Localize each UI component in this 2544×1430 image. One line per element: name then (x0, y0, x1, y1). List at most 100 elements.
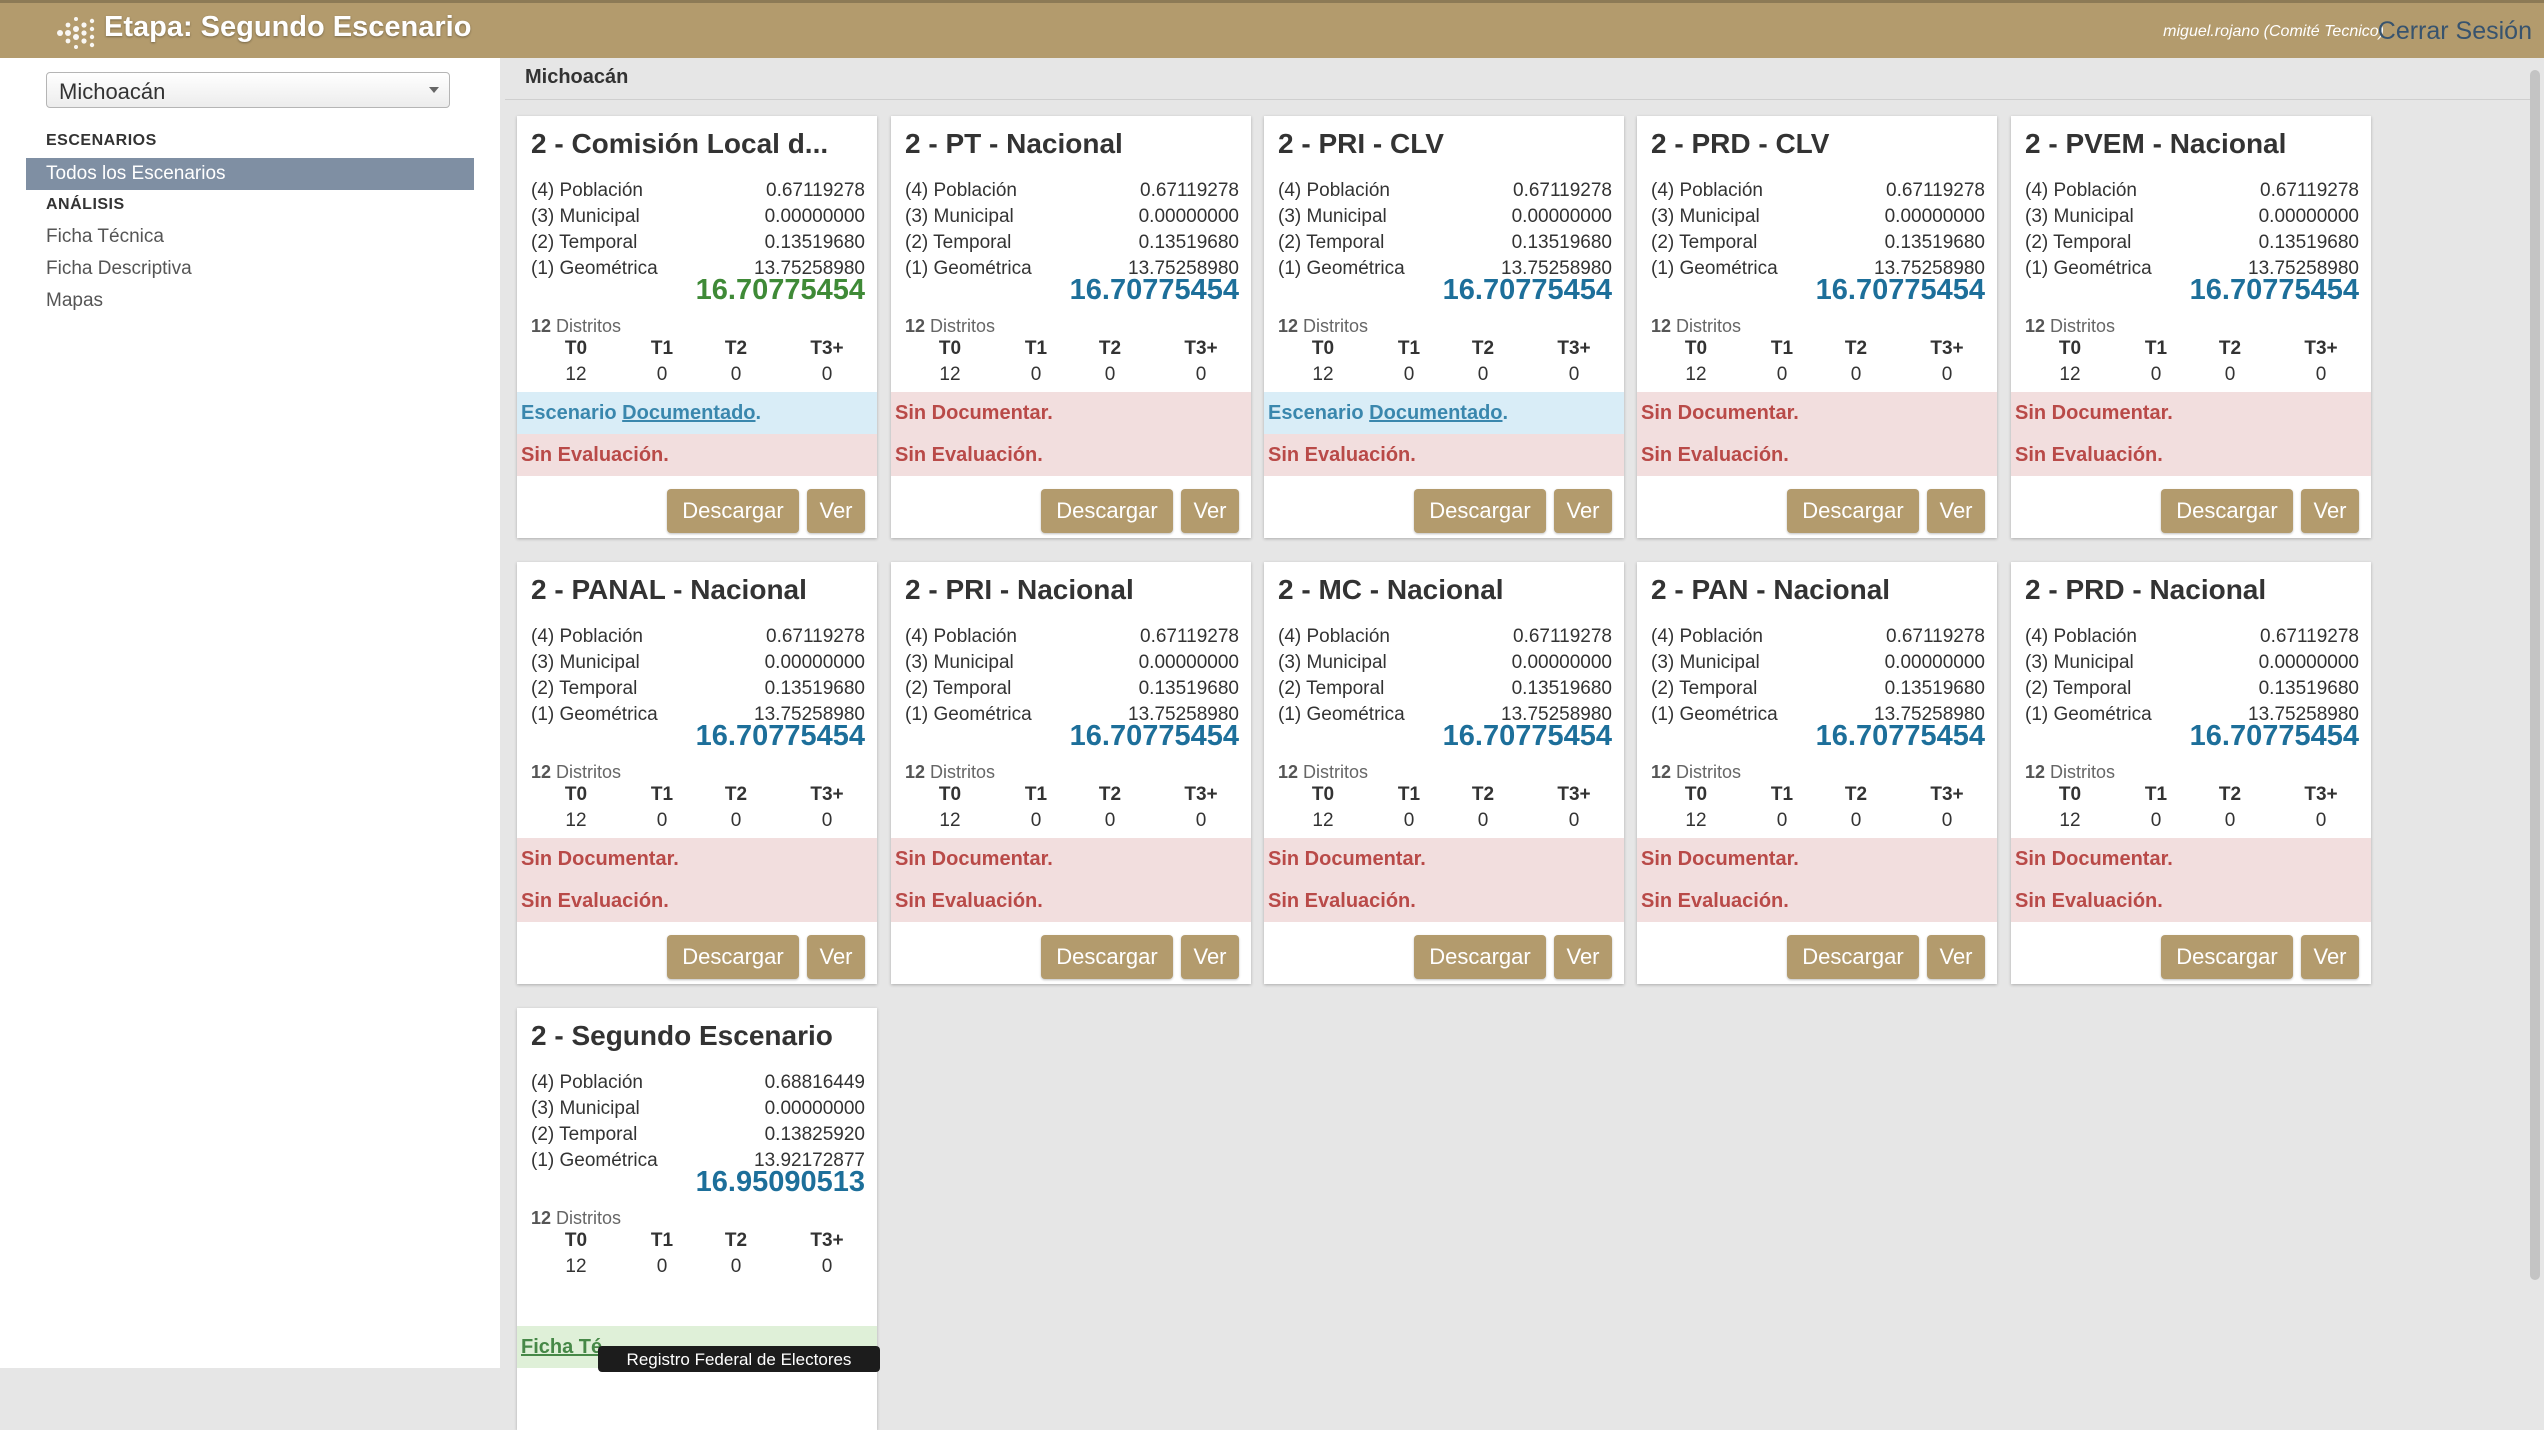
metric-value: 13.75258980 (2248, 258, 2359, 279)
metric-row-geometrica: (1) Geométrica 13.75258980 (2025, 704, 2359, 730)
status-undocumented: Sin Documentar. (1637, 392, 1997, 434)
col-header-t3: T3+ (1184, 338, 1218, 359)
sidebar-item-ficha-descriptiva[interactable]: Ficha Descriptiva (46, 258, 192, 279)
page-title: Michoacán (525, 66, 629, 88)
district-label: Distritos (1676, 762, 1742, 782)
metric-row-municipal: (3) Municipal 0.00000000 (531, 206, 865, 232)
download-button[interactable]: Descargar (1414, 935, 1546, 979)
card-title: 2 - PRD - CLV (1651, 128, 1830, 159)
col-header-t0: T0 (564, 338, 588, 359)
view-button[interactable]: Ver (2301, 935, 2359, 979)
col-value-t0: 12 (565, 364, 587, 385)
download-button[interactable]: Descargar (2161, 489, 2293, 533)
metric-label: (2) Temporal (531, 232, 638, 253)
district-count: 12 Distritos (1278, 762, 1368, 783)
district-count: 12 Distritos (905, 762, 995, 783)
district-number: 12 (1651, 762, 1672, 782)
metric-row-temporal: (2) Temporal 0.13519680 (1278, 232, 1612, 258)
metric-label: (1) Geométrica (2025, 704, 2152, 725)
col-header-t2: T2 (724, 784, 748, 805)
download-button[interactable]: Descargar (1787, 489, 1919, 533)
download-button[interactable]: Descargar (1041, 489, 1173, 533)
col-value-t3: 0 (2315, 364, 2327, 385)
download-button[interactable]: Descargar (1041, 935, 1173, 979)
card-title: 2 - Segundo Escenario (531, 1020, 833, 1051)
metric-value: 0.00000000 (2258, 206, 2359, 227)
card-title: 2 - PRD - Nacional (2025, 574, 2267, 605)
total-score: 16.70775454 (2189, 274, 2359, 306)
col-value-t3: 0 (1195, 364, 1207, 385)
metric-row-geometrica: (1) Geométrica 13.75258980 (905, 704, 1239, 730)
col-header-t2: T2 (724, 1230, 748, 1251)
col-value-t2: 0 (1850, 364, 1862, 385)
col-header-t1: T1 (650, 1230, 674, 1251)
col-value-t3: 0 (1941, 810, 1953, 831)
district-number: 12 (2025, 762, 2046, 782)
col-value-t1: 0 (1403, 364, 1415, 385)
metric-value: 13.75258980 (1128, 258, 1239, 279)
status-undocumented: Sin Documentar. (891, 392, 1251, 434)
download-button[interactable]: Descargar (1414, 489, 1546, 533)
state-select[interactable]: Michoacán (46, 72, 450, 108)
view-button[interactable]: Ver (1927, 935, 1985, 979)
nav-header-analisis: ANÁLISIS (46, 196, 125, 213)
metric-row-poblacion: (4) Población 0.67119278 (531, 180, 865, 206)
status-unevaluated: Sin Evaluación. (1637, 434, 1997, 476)
metric-value: 13.75258980 (1874, 258, 1985, 279)
documentado-link[interactable]: Documentado (622, 402, 756, 424)
metric-label: (4) Población (905, 180, 1017, 201)
metric-label: (2) Temporal (1278, 678, 1385, 699)
sidebar-item-ficha-tecnica[interactable]: Ficha Técnica (46, 226, 164, 247)
scenario-card: 2 - PRD - Nacional (4) Población 0.67119… (2011, 562, 2371, 984)
metric-value: 0.13519680 (1511, 232, 1612, 253)
view-button[interactable]: Ver (1554, 489, 1612, 533)
metric-row-temporal: (2) Temporal 0.13519680 (2025, 678, 2359, 704)
status-unevaluated: Sin Evaluación. (2011, 434, 2371, 476)
metric-row-geometrica: (1) Geométrica 13.92172877 (531, 1150, 865, 1176)
col-header-t1: T1 (1770, 338, 1794, 359)
col-value-t3: 0 (821, 364, 833, 385)
metric-row-municipal: (3) Municipal 0.00000000 (1278, 206, 1612, 232)
view-button[interactable]: Ver (1181, 935, 1239, 979)
metric-value: 0.13519680 (764, 678, 865, 699)
district-label: Distritos (1303, 762, 1369, 782)
metric-label: (4) Población (2025, 626, 2137, 647)
district-number: 12 (531, 316, 552, 336)
view-button[interactable]: Ver (807, 489, 865, 533)
download-button[interactable]: Descargar (2161, 935, 2293, 979)
col-header-t3: T3+ (2304, 784, 2338, 805)
metric-row-temporal: (2) Temporal 0.13825920 (531, 1124, 865, 1150)
view-button[interactable]: Ver (1181, 489, 1239, 533)
total-score: 16.95090513 (695, 1166, 865, 1198)
col-header-t1: T1 (1024, 338, 1048, 359)
download-button[interactable]: Descargar (667, 489, 799, 533)
metric-label: (1) Geométrica (2025, 258, 2152, 279)
col-value-t2: 0 (1104, 810, 1116, 831)
col-value-t2: 0 (2224, 364, 2236, 385)
download-button[interactable]: Descargar (1787, 935, 1919, 979)
logout-link[interactable]: Cerrar Sesión (2377, 17, 2532, 45)
metric-label: (4) Población (905, 626, 1017, 647)
view-button[interactable]: Ver (1554, 935, 1612, 979)
col-value-t1: 0 (2150, 810, 2162, 831)
metric-value: 0.13519680 (1884, 678, 1985, 699)
sidebar-item-mapas[interactable]: Mapas (46, 290, 104, 311)
scenario-card: 2 - Comisión Local d... (4) Población 0.… (517, 116, 877, 538)
documentado-link[interactable]: Documentado (1369, 402, 1503, 424)
col-header-t3: T3+ (2304, 338, 2338, 359)
col-value-t1: 0 (656, 810, 668, 831)
col-header-t2: T2 (1098, 338, 1122, 359)
view-button[interactable]: Ver (2301, 489, 2359, 533)
download-button[interactable]: Descargar (667, 935, 799, 979)
view-button[interactable]: Ver (807, 935, 865, 979)
sidebar-item-todos-escenarios[interactable]: Todos los Escenarios (26, 158, 474, 190)
total-score: 16.70775454 (2189, 720, 2359, 752)
metric-value: 0.13519680 (2258, 678, 2359, 699)
metric-label: (2) Temporal (905, 678, 1012, 699)
col-value-t0: 12 (1312, 364, 1334, 385)
scrollbar[interactable] (2530, 70, 2540, 1280)
col-value-t1: 0 (1030, 364, 1042, 385)
metric-value: 0.67119278 (1140, 180, 1239, 201)
view-button[interactable]: Ver (1927, 489, 1985, 533)
col-header-t0: T0 (938, 784, 962, 805)
